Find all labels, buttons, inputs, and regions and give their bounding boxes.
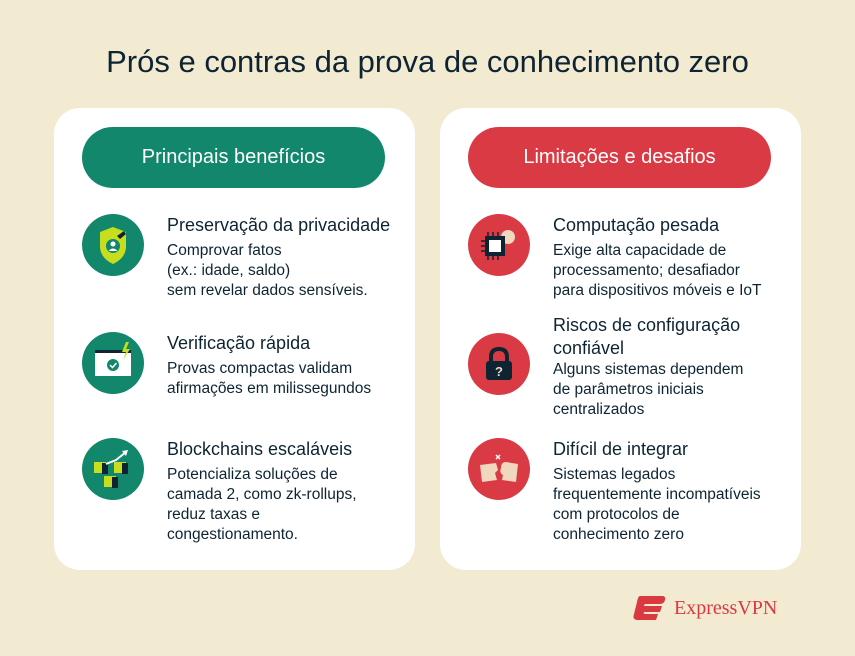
item-heading: Difícil de integrar	[553, 439, 689, 459]
cpu-gear-icon	[468, 214, 530, 276]
item-body-line: com protocolos de	[553, 506, 680, 523]
item-body-line: Comprovar fatos	[167, 242, 282, 259]
svg-text:?: ?	[495, 364, 503, 379]
expressvpn-logo: ExpressVPN	[632, 594, 777, 622]
item-body-line: Potencializa soluções de	[167, 466, 338, 483]
item-body-line: sem revelar dados sensíveis.	[167, 282, 368, 299]
item-body-line: Provas compactas validam	[167, 360, 353, 377]
item-heading: Preservação da privacidade	[167, 215, 391, 235]
item-body-line: para dispositivos móveis e IoT	[553, 282, 762, 299]
fast-verification-icon	[82, 332, 144, 394]
lock-question-icon: ?	[468, 333, 530, 395]
blocks-growth-icon	[82, 438, 144, 500]
item-body-line: reduz taxas e	[167, 506, 261, 523]
item-body-line: afirmações em milissegundos	[167, 380, 372, 397]
cons-card: Limitações e desafios Computação pesada …	[440, 108, 801, 570]
puzzle-mismatch-icon	[468, 438, 530, 500]
brand-name: ExpressVPN	[674, 596, 778, 619]
item-body-line: conhecimento zero	[553, 526, 684, 543]
page-title: Prós e contras da prova de conhecimento …	[106, 44, 749, 79]
item-body-line: centralizados	[553, 401, 645, 418]
item-body-line: frequentemente incompatíveis	[553, 486, 761, 503]
item-body-line: Exige alta capacidade de	[553, 242, 727, 259]
item-body-line: camada 2, como zk-rollups,	[167, 486, 357, 503]
cons-header: Limitações e desafios	[468, 127, 771, 188]
expressvpn-logo-icon	[633, 596, 666, 620]
pros-card: Principais benefícios Preservação da pri…	[54, 108, 415, 570]
item-heading: Computação pesada	[553, 215, 720, 235]
item-heading: Riscos de configuração confiável	[553, 315, 741, 358]
shield-user-icon	[82, 214, 144, 276]
item-body-line: (ex.: idade, saldo)	[167, 262, 291, 279]
pros-header: Principais benefícios	[82, 127, 385, 188]
item-body-line: Alguns sistemas dependem	[553, 361, 744, 378]
item-heading: Verificação rápida	[167, 333, 311, 353]
item-body-line: Sistemas legados	[553, 466, 676, 483]
item-body-line: congestionamento.	[167, 526, 298, 543]
item-heading: Blockchains escaláveis	[167, 439, 353, 459]
item-body-line: processamento; desafiador	[553, 262, 740, 279]
item-body-line: de parâmetros iniciais	[553, 381, 704, 398]
